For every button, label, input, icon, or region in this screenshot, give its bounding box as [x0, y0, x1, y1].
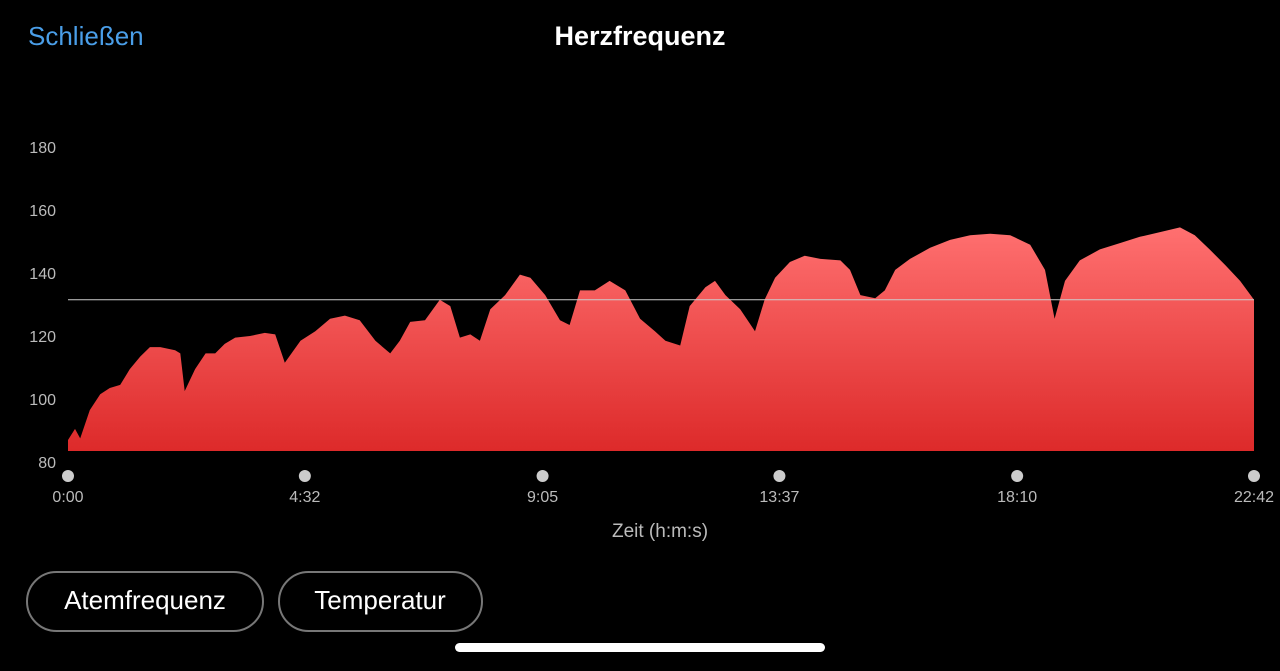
x-tick-dot [298, 470, 311, 482]
x-tick-label: 22:42 [1234, 489, 1274, 506]
button[interactable]: Temperatur [314, 585, 446, 615]
x-tick-label: 4:32 [289, 489, 320, 506]
x-tick-label: 0:00 [52, 489, 83, 506]
x-tick-label: 18:10 [997, 489, 1037, 506]
x-tick-label: 9:05 [527, 489, 558, 506]
y-tick-label: 160 [29, 203, 56, 220]
home-indicator [455, 643, 825, 652]
close-button[interactable]: Schließen [28, 21, 144, 51]
y-tick-label: 140 [29, 266, 56, 283]
x-tick-dot [773, 470, 786, 482]
heart-rate-area [68, 227, 1254, 451]
x-tick-dot [62, 470, 74, 482]
x-tick-dot [536, 470, 549, 482]
y-tick-label: 100 [29, 392, 56, 409]
button[interactable]: Atemfrequenz [64, 585, 226, 615]
title: Herzfrequenz [554, 21, 725, 51]
button-outline[interactable] [26, 571, 264, 632]
y-tick-label: 80 [38, 455, 56, 472]
y-tick-label: 180 [29, 140, 56, 157]
x-tick-dot [1011, 470, 1024, 482]
x-tick-label: 13:37 [759, 489, 799, 506]
x-axis-label: Zeit (h:m:s) [612, 521, 708, 542]
button-outline[interactable] [278, 571, 483, 632]
y-tick-label: 120 [29, 329, 56, 346]
x-tick-dot [1248, 470, 1260, 482]
